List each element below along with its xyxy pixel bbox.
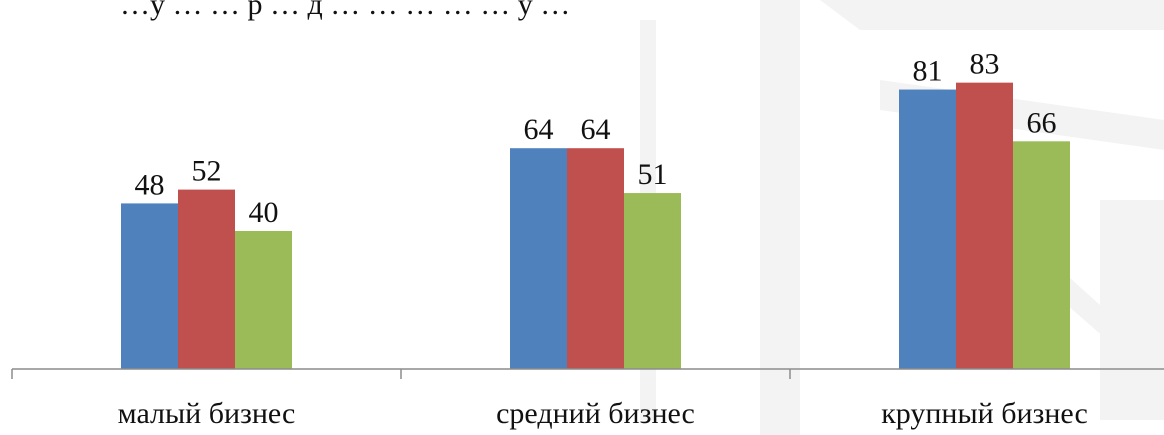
bar-2-1 [956,82,1013,370]
data-label-2-2: 66 [1027,106,1057,139]
data-label-1-0: 64 [524,113,554,146]
data-label-1-1: 64 [581,113,611,146]
bar-0-2 [235,231,292,369]
bar-1-1 [567,148,624,369]
bars-group [121,82,1070,370]
data-labels-group: 48 52 40 64 64 51 81 83 66 [135,48,1057,229]
bar-1-0 [510,148,567,369]
x-axis-ticks [11,369,791,379]
bar-2-2 [1013,141,1070,369]
bar-0-1 [178,189,235,369]
category-label-0: малый бизнес [118,397,296,430]
data-label-2-0: 81 [913,55,943,88]
category-labels-group: малый бизнес средний бизнес крупный бизнес [118,397,1088,430]
data-label-2-1: 83 [970,48,1000,81]
top-text-partial: …у … … р … д … … … … … у … [120,0,570,21]
data-label-0-1: 52 [192,155,222,188]
data-label-0-2: 40 [249,196,279,229]
data-label-0-0: 48 [135,168,165,201]
data-label-1-2: 51 [638,158,668,191]
bar-2-0 [899,89,956,370]
bar-1-2 [624,193,681,369]
bar-0-0 [121,203,178,369]
category-label-2: крупный бизнес [881,397,1088,430]
category-label-1: средний бизнес [496,397,695,430]
